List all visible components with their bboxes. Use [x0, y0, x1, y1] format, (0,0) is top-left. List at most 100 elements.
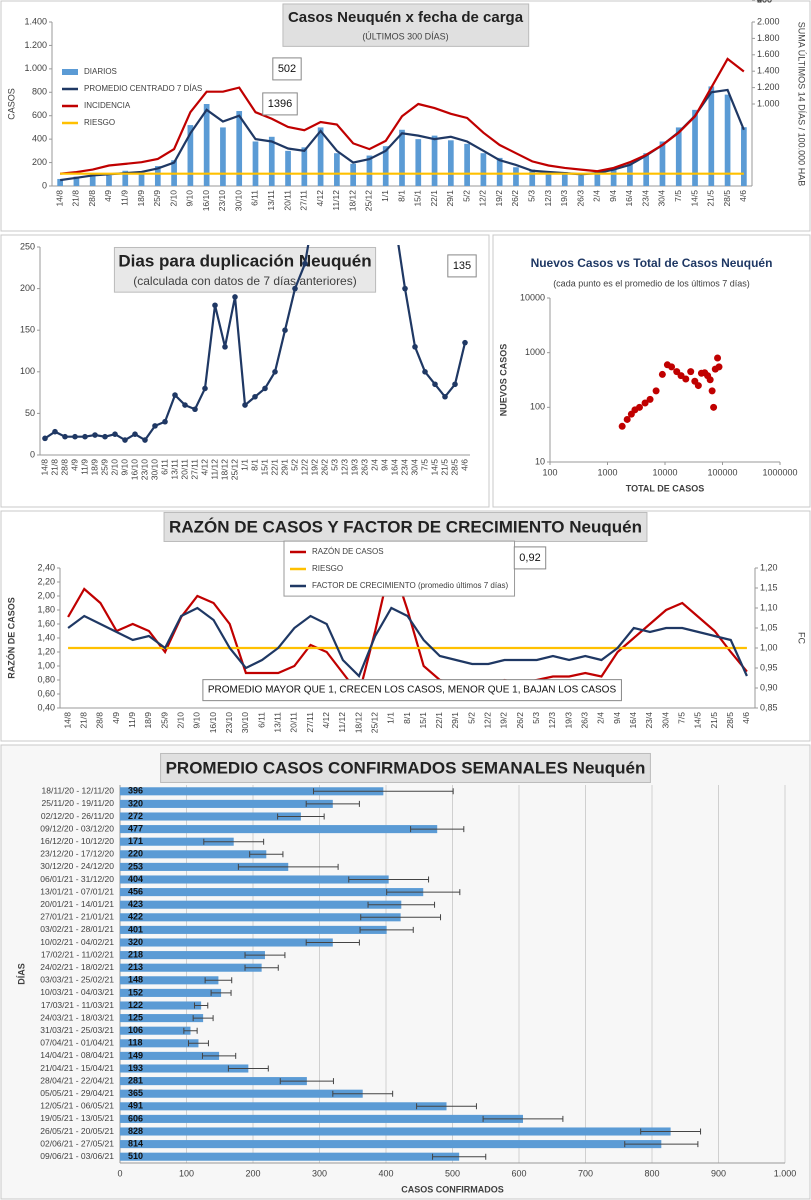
y-axis-label: RAZÓN DE CASOS	[5, 597, 16, 679]
legend-label: INCIDENCIA	[84, 101, 131, 110]
bar	[120, 850, 267, 859]
y-tick-label: 1,00	[37, 660, 55, 670]
y-tick-label: 0,40	[37, 702, 55, 712]
x-category-label: 25/9	[159, 712, 169, 729]
x-category-label: 7/5	[673, 190, 683, 202]
legend-swatch	[62, 69, 78, 75]
y2-tick-label: 1.200	[757, 82, 780, 92]
error-bar	[348, 876, 430, 883]
point	[422, 369, 428, 375]
y-tick-label: 800	[32, 87, 47, 97]
y-category-label: 24/03/21 - 18/03/21	[40, 1012, 114, 1022]
x-category-label: 2/4	[369, 459, 379, 471]
x-category-label: 23/10	[224, 712, 234, 734]
error-bar	[386, 889, 461, 896]
x-category-label: 25/12	[369, 712, 379, 734]
x-category-label: 4/9	[111, 712, 121, 724]
x-category-label: 4/6	[738, 190, 748, 202]
x-tick-label: 600	[511, 1168, 526, 1178]
error-bar	[249, 851, 284, 858]
bar	[480, 153, 487, 186]
point	[402, 285, 408, 292]
y-tick-label: 0	[42, 180, 47, 190]
x-axis-label: TOTAL DE CASOS	[626, 483, 705, 493]
x-category-label: 26/3	[580, 712, 590, 729]
y-category-label: 21/04/21 - 15/04/21	[40, 1063, 114, 1073]
x-category-label: 19/2	[494, 190, 504, 207]
bar	[120, 1089, 363, 1098]
x-category-label: 20/11	[289, 712, 299, 733]
data-label: 401	[128, 924, 143, 934]
bar	[120, 1114, 523, 1123]
error-bar	[201, 1052, 237, 1059]
x-category-label: 5/2	[289, 459, 299, 471]
bar	[382, 146, 389, 186]
x-category-label: 5/3	[531, 712, 541, 724]
point	[452, 381, 458, 388]
point	[232, 294, 238, 300]
x-category-label: 19/3	[349, 459, 359, 476]
x-category-label: 30/4	[660, 712, 670, 729]
y-tick-label: 1,80	[37, 604, 55, 614]
x-category-label: 5/3	[526, 190, 536, 202]
bar	[120, 862, 289, 871]
x-category-label: 6/11	[159, 459, 169, 475]
legend-label: RIESGO	[84, 118, 115, 127]
y-tick-label: 1000	[525, 347, 545, 357]
x-category-label: 26/3	[359, 459, 369, 476]
error-bar	[279, 1078, 334, 1085]
annotation-box	[513, 546, 547, 570]
x-category-label: 25/12	[364, 190, 374, 212]
y-category-label: 14/04/21 - 08/04/21	[40, 1050, 114, 1060]
error-bar	[624, 1141, 699, 1148]
y-tick-label: 0,60	[37, 688, 55, 698]
x-tick-label: 900	[711, 1168, 726, 1178]
error-bar	[227, 1065, 269, 1072]
chart-title: RAZÓN DE CASOS Y FACTOR DE CRECIMIENTO N…	[169, 517, 642, 536]
point	[442, 393, 448, 400]
bar	[120, 988, 222, 997]
chart-subtitle: (calculada con datos de 7 días anteriore…	[133, 274, 356, 288]
point	[646, 395, 654, 403]
annotation: 135	[453, 260, 471, 272]
x-category-label: 23/10	[139, 459, 149, 481]
bar	[334, 153, 340, 186]
x-category-label: 28/5	[725, 712, 735, 729]
bar	[529, 169, 536, 186]
x-category-label: 22/1	[269, 459, 279, 476]
data-label: 118	[128, 1038, 143, 1048]
x-axis-label: CASOS CONFIRMADOS	[401, 1184, 504, 1194]
data-label: 253	[128, 861, 143, 871]
error-bar	[237, 863, 339, 870]
x-category-label: 16/10	[129, 459, 139, 481]
annotation: 502	[278, 63, 296, 75]
point	[162, 418, 168, 425]
x-category-label: 2/4	[592, 190, 602, 202]
error-bar	[640, 1128, 702, 1135]
y-category-label: 13/01/21 - 07/01/21	[40, 886, 114, 896]
bar	[513, 167, 519, 186]
error-bar	[277, 813, 325, 820]
x-category-label: 12/2	[483, 712, 493, 729]
bar	[464, 143, 470, 186]
error-bar	[359, 926, 414, 933]
line	[67, 606, 748, 678]
annotation: PROMEDIO MAYOR QUE 1, CRECEN LOS CASOS, …	[208, 685, 617, 696]
legend-label: FACTOR DE CRECIMIENTO (promedio últimos …	[312, 581, 509, 590]
x-tick-label: 10000	[652, 467, 677, 477]
bar	[120, 825, 438, 834]
bar	[120, 900, 402, 909]
title-box	[113, 246, 377, 293]
error-bar	[482, 1115, 564, 1122]
x-category-label: 6/11	[256, 712, 266, 728]
point	[72, 433, 78, 440]
error-bar	[183, 1027, 198, 1034]
error-bar	[192, 1015, 214, 1022]
x-category-label: 12/2	[478, 190, 488, 207]
data-label: 320	[128, 798, 143, 808]
x-category-label: 2/10	[168, 190, 178, 207]
x-category-label: 4/9	[69, 459, 79, 471]
data-label: 171	[128, 836, 143, 846]
bar	[120, 1026, 191, 1035]
point	[112, 431, 118, 438]
